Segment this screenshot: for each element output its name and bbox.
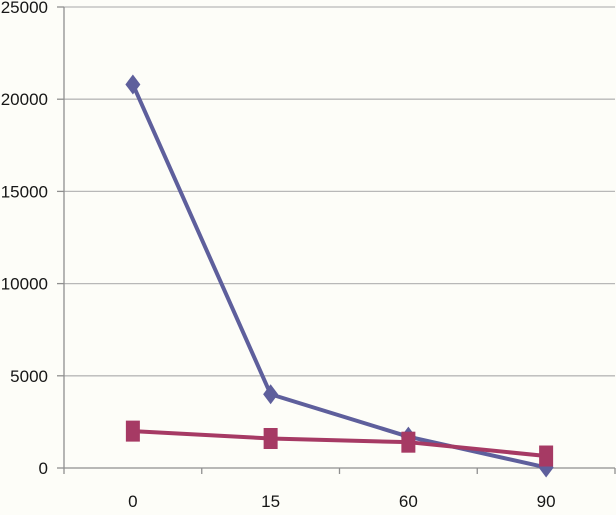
y-tick-label: 20000 — [1, 90, 48, 109]
y-tick-label: 0 — [39, 459, 48, 478]
x-tick-label: 60 — [399, 492, 418, 511]
x-tick-label: 90 — [537, 492, 556, 511]
data-point-marker — [125, 74, 141, 95]
series-line — [130, 82, 549, 470]
x-tick-label: 0 — [128, 492, 137, 511]
y-tick-label: 5000 — [10, 367, 48, 386]
y-tick-label: 25000 — [1, 0, 48, 17]
y-tick-label: 10000 — [1, 275, 48, 294]
data-point-marker — [539, 445, 554, 467]
y-tick-label: 15000 — [1, 182, 48, 201]
data-point-marker — [401, 431, 416, 453]
data-point-marker — [263, 427, 278, 449]
x-tick-label: 15 — [261, 492, 280, 511]
data-point-marker — [125, 420, 140, 442]
series-line — [130, 429, 549, 459]
data-point-marker — [263, 384, 279, 405]
